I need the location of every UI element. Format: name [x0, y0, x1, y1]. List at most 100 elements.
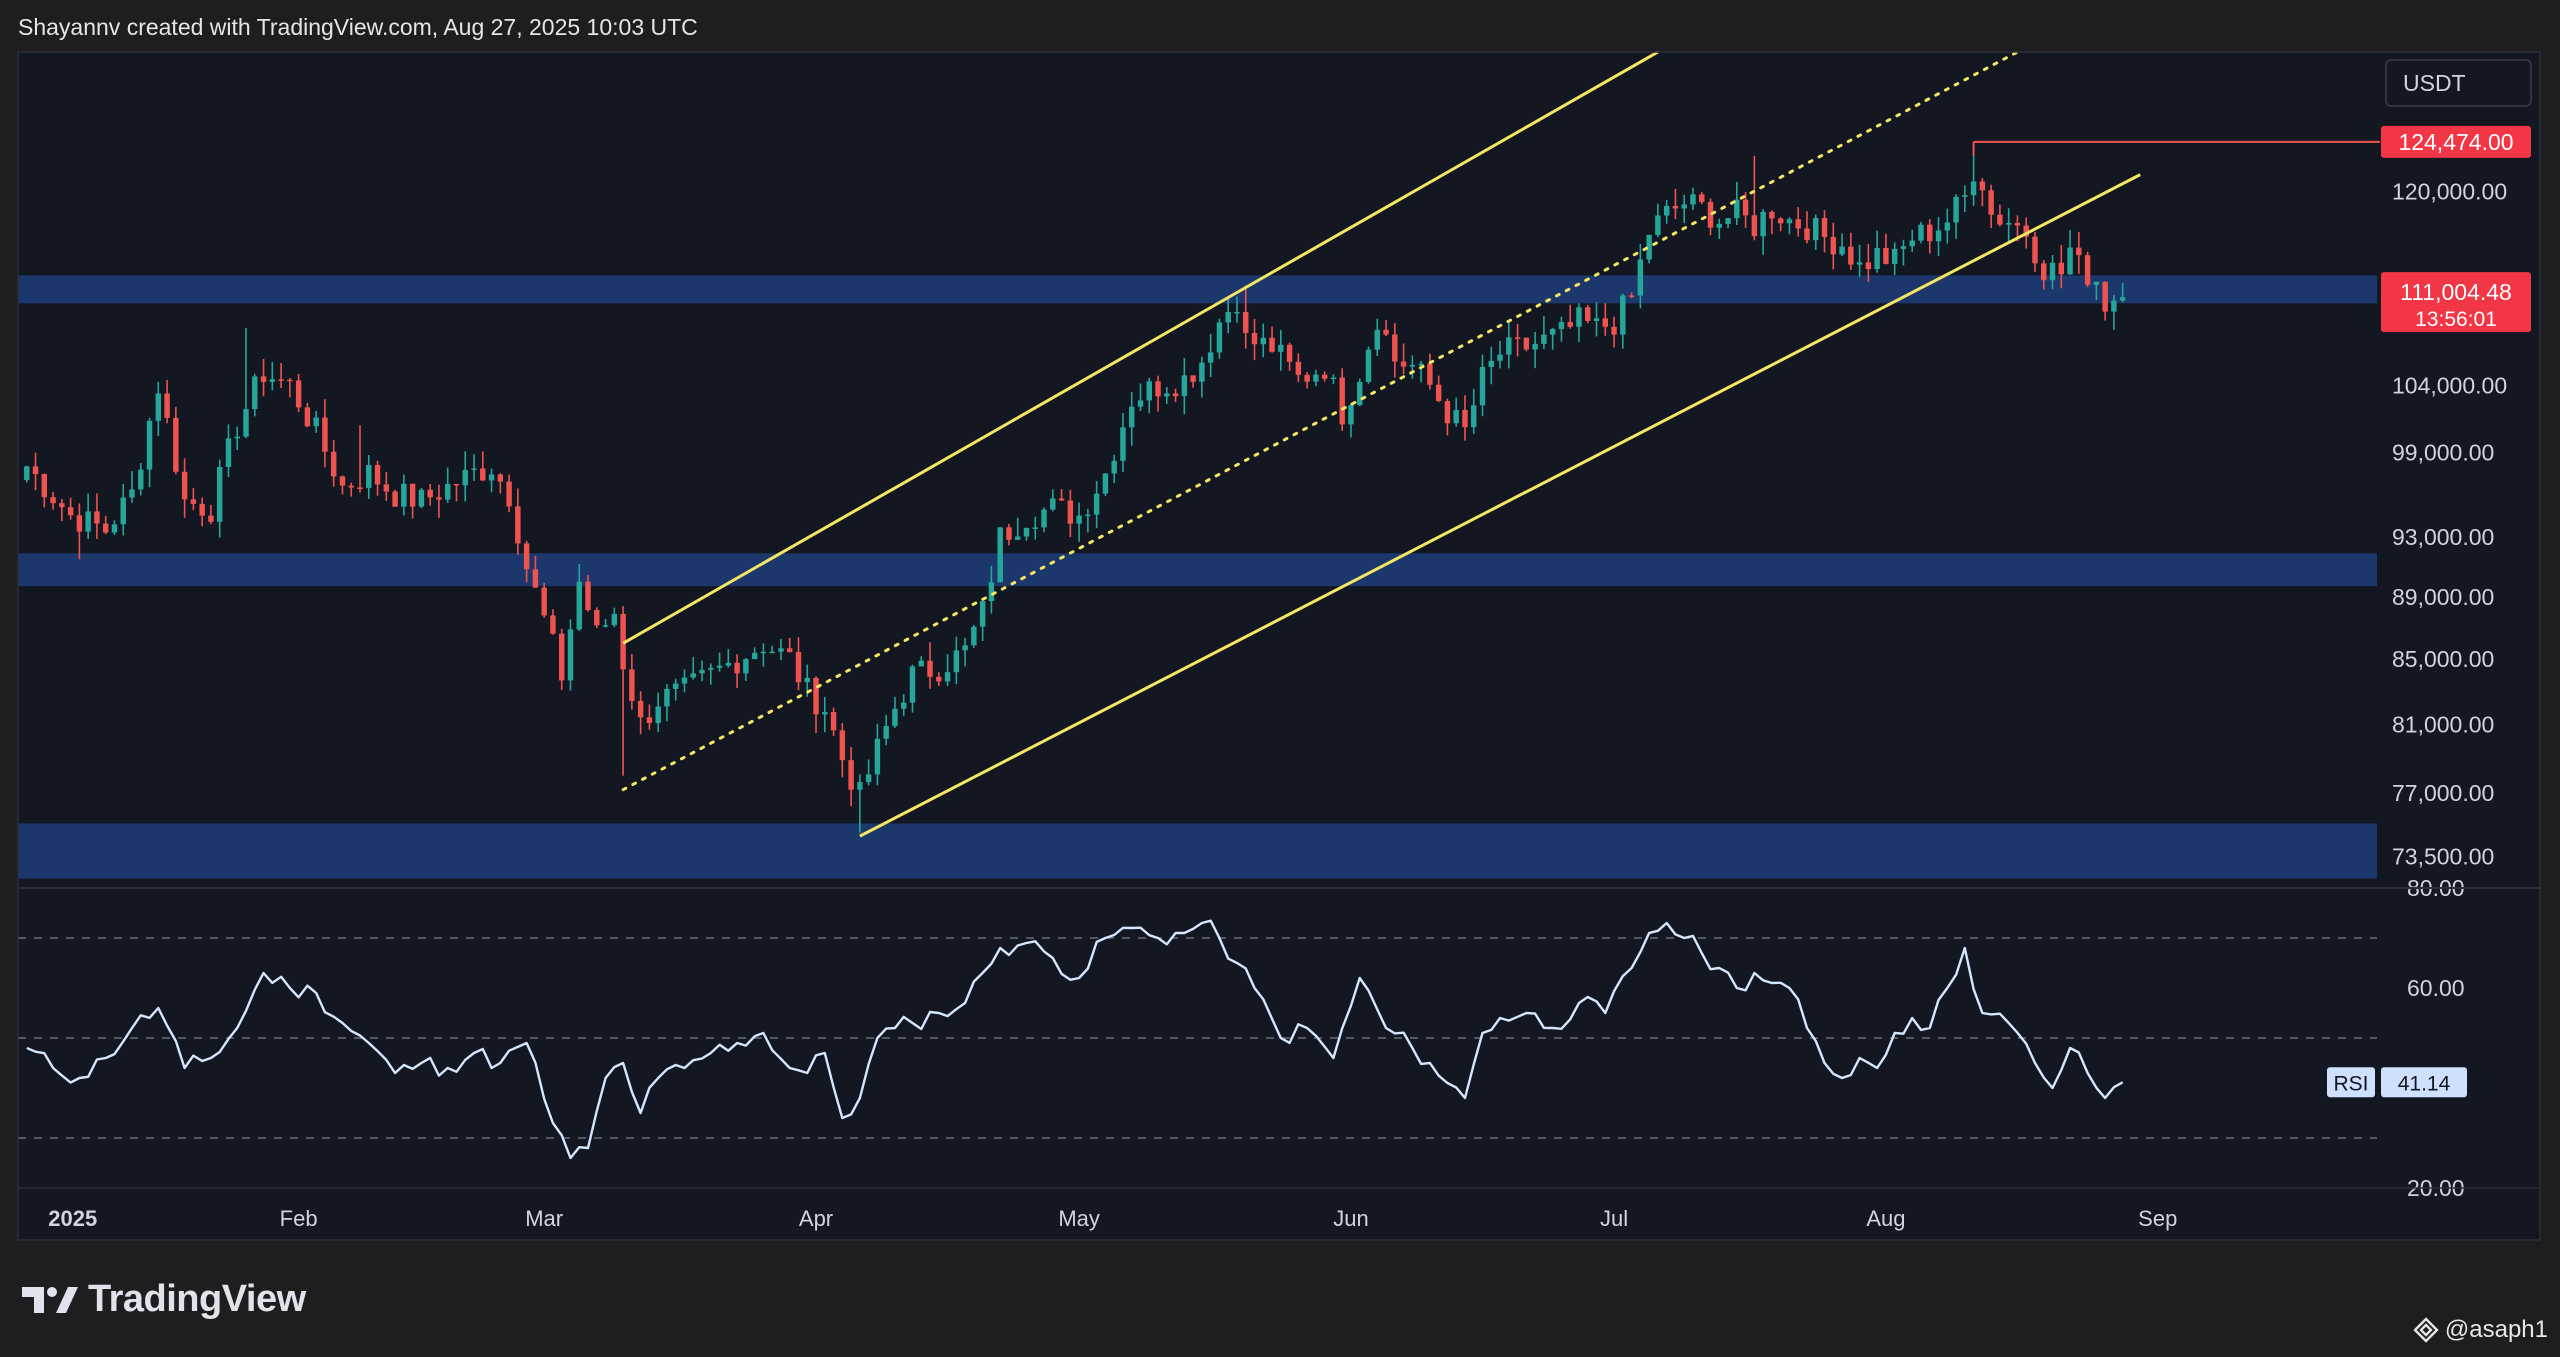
candle[interactable] [1137, 383, 1144, 412]
candle[interactable] [1023, 527, 1030, 541]
candle[interactable] [2111, 294, 2117, 330]
candle[interactable] [830, 707, 837, 737]
candle[interactable] [1067, 489, 1074, 538]
candle[interactable] [576, 563, 582, 632]
candle[interactable] [637, 691, 644, 735]
candle[interactable] [1348, 403, 1354, 438]
candle[interactable] [1769, 210, 1775, 235]
candle[interactable] [1199, 356, 1205, 398]
candle[interactable] [997, 527, 1003, 583]
candle[interactable] [909, 664, 916, 713]
candle[interactable] [32, 452, 39, 491]
candle[interactable] [1646, 234, 1652, 264]
candle[interactable] [822, 696, 828, 733]
candle[interactable] [1935, 217, 1942, 256]
candle[interactable] [786, 637, 793, 653]
candle[interactable] [1488, 346, 1494, 385]
candle[interactable] [690, 656, 696, 680]
candle[interactable] [269, 361, 276, 391]
candle[interactable] [322, 399, 328, 468]
candle[interactable] [2041, 260, 2047, 290]
candle[interactable] [769, 645, 775, 654]
candle[interactable] [1129, 392, 1135, 446]
candle[interactable] [1032, 516, 1038, 540]
candle[interactable] [1181, 357, 1188, 415]
candle[interactable] [681, 669, 688, 693]
candle[interactable] [225, 424, 232, 478]
candle[interactable] [480, 451, 486, 481]
candle[interactable] [1041, 507, 1047, 533]
candle[interactable] [304, 402, 311, 428]
candle[interactable] [436, 484, 442, 519]
candle[interactable] [1637, 244, 1644, 309]
candle[interactable] [453, 483, 460, 502]
candle[interactable] [1751, 155, 1758, 241]
candle[interactable] [883, 714, 889, 746]
candle[interactable] [813, 676, 819, 733]
candle[interactable] [1225, 298, 1231, 334]
candle[interactable] [1444, 398, 1451, 436]
candle[interactable] [2049, 255, 2056, 290]
candle[interactable] [1707, 198, 1714, 236]
candle[interactable] [1278, 329, 1284, 371]
candle[interactable] [857, 774, 863, 833]
candle[interactable] [1243, 285, 1249, 349]
candle[interactable] [1918, 221, 1924, 244]
candle[interactable] [1514, 324, 1521, 357]
candle[interactable] [1365, 346, 1372, 384]
candle[interactable] [1120, 412, 1126, 472]
candle[interactable] [1006, 523, 1012, 546]
candle[interactable] [383, 471, 390, 501]
candle[interactable] [1883, 233, 1889, 265]
candle[interactable] [1295, 353, 1302, 383]
candle[interactable] [1628, 292, 1635, 299]
candle[interactable] [164, 380, 170, 424]
candle[interactable] [1435, 375, 1442, 403]
candle[interactable] [1944, 208, 1951, 244]
candle[interactable] [646, 704, 653, 730]
candle[interactable] [760, 643, 767, 667]
currency-button[interactable]: USDT [2385, 59, 2532, 107]
candle[interactable] [2119, 282, 2126, 303]
candle[interactable] [1611, 316, 1617, 348]
candle[interactable] [67, 497, 74, 520]
candle[interactable] [1541, 316, 1547, 349]
candle[interactable] [1111, 454, 1117, 484]
candle[interactable] [1093, 481, 1100, 529]
candle[interactable] [120, 483, 126, 536]
candle[interactable] [1786, 217, 1793, 235]
candle[interactable] [699, 660, 705, 682]
candle[interactable] [874, 723, 881, 786]
candle[interactable] [234, 426, 240, 451]
candle[interactable] [532, 555, 539, 588]
candle[interactable] [988, 565, 995, 614]
candle[interactable] [1953, 194, 1959, 239]
candle[interactable] [1102, 473, 1109, 497]
candle[interactable] [1620, 293, 1626, 349]
candle[interactable] [1567, 304, 1573, 329]
candle[interactable] [1076, 502, 1082, 542]
candle[interactable] [401, 474, 407, 516]
candle[interactable] [629, 653, 635, 710]
candle[interactable] [848, 747, 854, 807]
candle[interactable] [541, 582, 547, 618]
candle[interactable] [76, 503, 83, 560]
candle[interactable] [1155, 375, 1161, 412]
candle[interactable] [602, 618, 609, 628]
candle[interactable] [1374, 318, 1380, 356]
candle[interactable] [497, 473, 504, 494]
candle[interactable] [2005, 208, 2012, 243]
candle[interactable] [1848, 232, 1854, 270]
candle[interactable] [2032, 231, 2038, 272]
candle[interactable] [252, 373, 258, 417]
candle[interactable] [1813, 214, 1819, 250]
candle[interactable] [102, 515, 109, 535]
candle[interactable] [1663, 199, 1670, 224]
candle[interactable] [1330, 374, 1337, 385]
candle[interactable] [366, 455, 372, 499]
candle[interactable] [1251, 318, 1258, 361]
candle[interactable] [1506, 320, 1512, 369]
candle[interactable] [1979, 178, 1986, 207]
candle[interactable] [1339, 368, 1345, 431]
